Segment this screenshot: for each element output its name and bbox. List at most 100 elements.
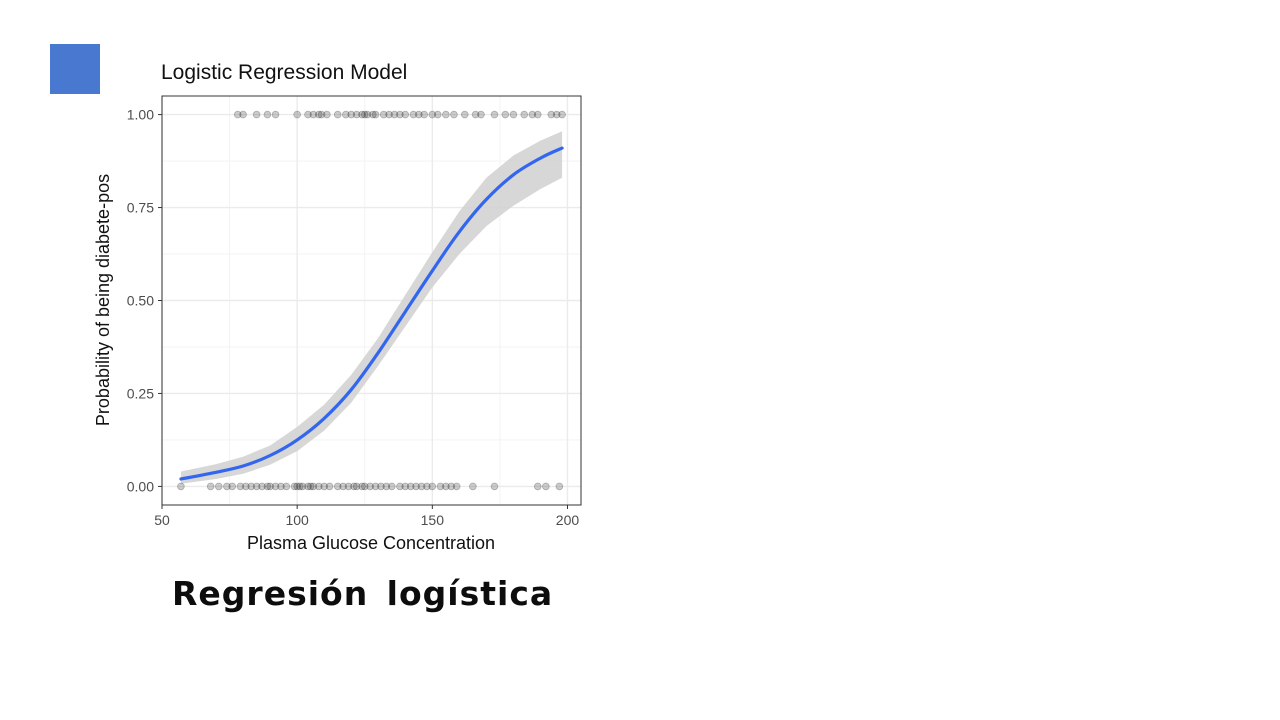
data-point [385,110,393,119]
data-point [271,110,280,119]
accent-square [50,44,100,94]
data-point [282,482,291,491]
data-point [352,110,361,119]
data-point [252,110,261,119]
data-point [314,110,323,119]
data-point [450,110,458,119]
x-tick-label: 200 [556,512,580,528]
data-point [390,110,399,119]
data-point [433,110,442,119]
data-point [325,482,334,491]
data-point [442,482,450,491]
data-point [277,482,285,491]
data-point [317,110,326,119]
data-point [339,482,347,491]
confidence-band-layer [180,131,563,484]
data-point [309,482,318,491]
y-tick-label: 1.00 [127,107,154,123]
x-axis-label: Plasma Glucose Concentration [247,533,495,553]
data-point [304,110,312,119]
data-point [177,482,185,491]
data-point [333,110,342,119]
data-point [406,482,415,491]
data-point [214,482,223,491]
data-point [555,482,564,491]
data-point [271,482,280,491]
data-point [401,110,410,119]
data-point [412,482,420,491]
data-point [460,110,469,119]
data-point [320,482,328,491]
data-point [350,482,358,491]
confidence-band [180,131,563,484]
y-tick-label: 0.25 [127,385,154,401]
data-point [436,482,445,491]
data-point [344,482,353,491]
x-tick-label: 50 [154,512,170,528]
data-point [428,482,437,491]
data-point [252,482,261,491]
chart-title: Logistic Regression Model [161,61,407,84]
data-point [520,110,529,119]
points-layer [177,110,566,491]
data-point [266,482,274,491]
data-point [533,482,542,491]
data-point [552,110,561,119]
data-point [263,482,272,491]
data-point [358,482,366,491]
data-point [528,110,537,119]
data-point [333,482,342,491]
data-point [417,482,426,491]
data-point [309,110,318,119]
data-point [306,482,315,491]
data-point [452,482,461,491]
x-tick-label: 100 [285,512,309,528]
data-point [293,110,301,119]
data-point [415,110,423,119]
fit-line [179,146,564,481]
data-point [298,482,307,491]
data-point [377,482,385,491]
x-tick-label: 150 [421,512,445,528]
data-point [387,482,396,491]
data-point [428,110,437,119]
data-point [304,482,312,491]
data-point [314,482,323,491]
data-point [490,482,499,491]
data-point [296,482,304,491]
slide-caption: Regresión logística [172,574,554,613]
data-point [379,110,388,119]
axes-layer: 50 100 150 200 0.00 0.25 0.50 0.75 1.00 [127,107,580,528]
data-point [409,110,418,119]
data-point [347,110,356,119]
y-tick-label: 0.00 [127,478,154,494]
data-point [360,482,369,491]
data-point [371,110,380,119]
data-point [258,482,266,491]
data-point [239,110,247,119]
data-point [558,110,566,119]
data-point [360,110,369,119]
y-axis-label: Probability of being diabete-pos [93,174,113,426]
data-point [396,482,404,491]
data-point [323,110,331,119]
data-point [396,110,404,119]
data-point [228,482,237,491]
data-point [352,482,361,491]
data-point [477,110,485,119]
data-point [447,482,456,491]
data-point [401,482,410,491]
data-point [366,482,374,491]
y-tick-label: 0.50 [127,293,154,309]
data-point [233,110,242,119]
data-point [369,110,377,119]
fit-line-layer [179,146,564,481]
data-point [342,110,350,119]
data-point [247,482,256,491]
data-point [420,110,429,119]
data-point [371,482,380,491]
data-point [490,110,499,119]
data-point [290,482,299,491]
data-point [471,110,480,119]
